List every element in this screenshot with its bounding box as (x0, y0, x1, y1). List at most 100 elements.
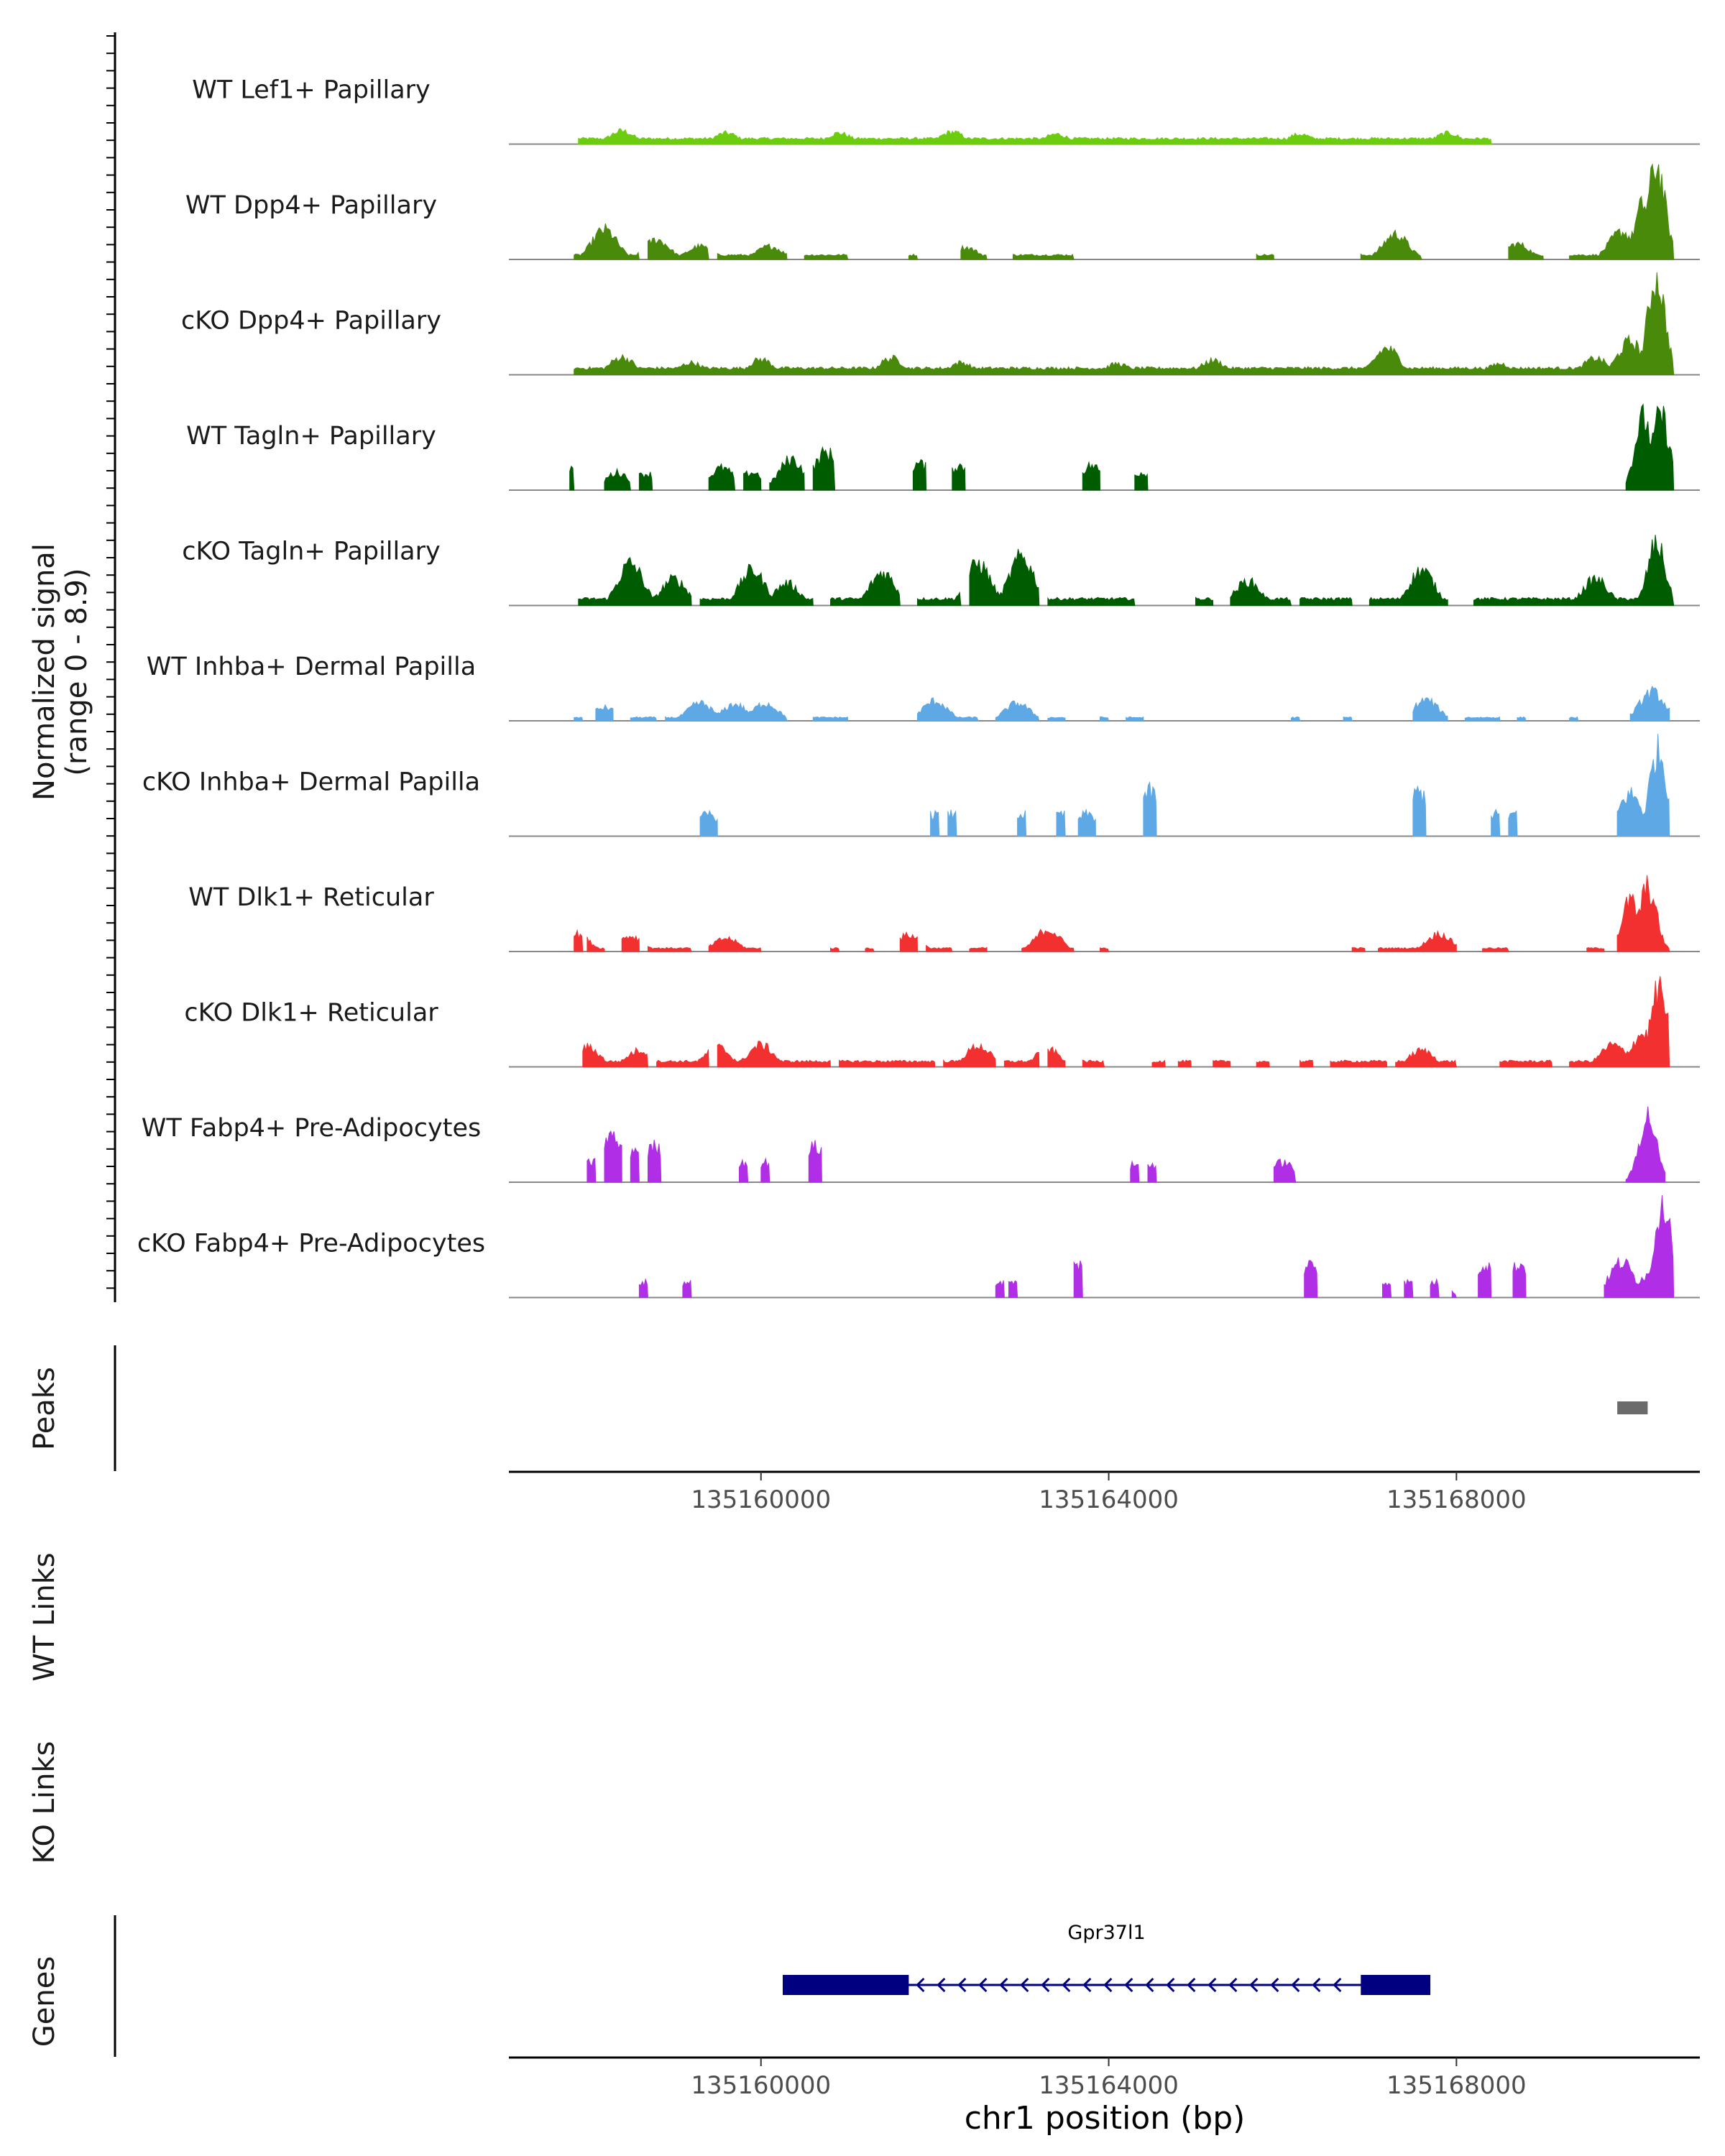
gene-strand-arrow (1333, 1977, 1342, 1993)
coverage-area (995, 700, 1040, 722)
coverage-track-label: WT Tagln+ Papillary (186, 422, 436, 451)
coverage-track: cKO Fabp4+ Pre-Adipocytes (137, 1194, 1700, 1299)
coverage-area (604, 467, 631, 491)
coverage-area (1047, 717, 1066, 722)
coverage-area (1491, 808, 1501, 837)
coverage-area (1151, 1059, 1166, 1067)
coverage-area (1082, 461, 1101, 491)
coverage-area (1073, 1260, 1083, 1298)
coverage-area (574, 272, 1675, 375)
coverage-area (1404, 1279, 1414, 1298)
coverage-area (648, 946, 692, 952)
coverage-track-label: WT Lef1+ Papillary (192, 76, 431, 105)
coverage-area (743, 470, 762, 491)
coverage-area (586, 1158, 597, 1183)
coverage-area (1343, 717, 1353, 722)
coverage-area (830, 947, 840, 952)
coverage-area (947, 809, 957, 837)
coverage-area (1017, 810, 1027, 837)
coverage-area (1412, 696, 1448, 722)
coverage-area (1382, 1282, 1392, 1298)
coverage-area (1512, 1262, 1527, 1298)
coverage-area (717, 243, 788, 260)
genomic-x-axis-bottom: 135160000 135164000 135168000 (509, 2056, 1700, 2100)
coverage-track: WT Dlk1+ Reticular (188, 875, 1700, 952)
coverage-area (908, 253, 919, 260)
genomic-x-axis-top: 135160000 135164000 135168000 (509, 1470, 1700, 1514)
coverage-track-label: cKO Fabp4+ Pre-Adipocytes (137, 1230, 485, 1258)
coverage-track-label: cKO Tagln+ Papillary (182, 538, 441, 566)
coverage-track: cKO Tagln+ Papillary (182, 535, 1700, 607)
coverage-y-axis (106, 32, 116, 1302)
coverage-area (1395, 1047, 1457, 1067)
coverage-area (648, 237, 709, 260)
gene-strand-arrow (916, 1977, 925, 1993)
coverage-area (1473, 535, 1675, 606)
coverage-area (912, 459, 927, 491)
x-axis-title: chr1 position (bp) (965, 2100, 1246, 2137)
coverage-area (812, 716, 849, 722)
coverage-area (1143, 780, 1157, 837)
x-axis-tick-label: 135168000 (1386, 1485, 1527, 1514)
coverage-area (739, 1158, 749, 1183)
x-axis-tick-label: 135168000 (1386, 2071, 1527, 2100)
x-axis-tick-label: 135164000 (1039, 1485, 1179, 1514)
gene-strand-arrow (937, 1977, 946, 1993)
coverage-area (1134, 471, 1149, 491)
gene-strand-arrow (1145, 1977, 1154, 1993)
coverage-area (1569, 716, 1579, 722)
coverage-track-label: cKO Inhba+ Dermal Papilla (142, 768, 480, 797)
coverage-area (1629, 685, 1670, 722)
peaks-track-label: Peaks (28, 1367, 61, 1450)
coverage-area (1368, 566, 1448, 606)
coverage-track: WT Fabp4+ Pre-Adipocytes (142, 1106, 1700, 1183)
coverage-y-axis-label: Normalized signal (28, 543, 61, 801)
coverage-area (1464, 716, 1501, 722)
coverage-area (1300, 1059, 1314, 1067)
wt-links-track-label: WT Links (28, 1552, 61, 1681)
coverage-area (1616, 875, 1670, 952)
coverage-area (1273, 1158, 1297, 1183)
x-axis-tick-label: 135164000 (1039, 2071, 1179, 2100)
gene-strand-arrow (978, 1977, 988, 1993)
coverage-area (760, 1157, 770, 1183)
coverage-area (1586, 946, 1605, 952)
coverage-area (1430, 1278, 1440, 1298)
gene-strand-arrow (1312, 1977, 1321, 1993)
coverage-area (1569, 163, 1675, 260)
coverage-area (630, 716, 658, 722)
coverage-area (699, 563, 814, 606)
gene-strand-arrow (1166, 1977, 1175, 1993)
coverage-area (1256, 253, 1274, 260)
coverage-track-label: cKO Dlk1+ Reticular (184, 999, 438, 1028)
coverage-area (1508, 810, 1518, 837)
coverage-area (1625, 1106, 1666, 1183)
coverage-area (952, 463, 966, 491)
coverage-area (1077, 808, 1096, 837)
coverage-area (1451, 1290, 1458, 1298)
coverage-area (665, 699, 788, 722)
gene-name-label: Gpr37l1 (1067, 1922, 1145, 1944)
coverage-area (1569, 976, 1670, 1067)
peak-region (1617, 1401, 1648, 1414)
coverage-area (1482, 946, 1509, 952)
coverage-area (839, 1059, 936, 1067)
coverage-area (1008, 1280, 1018, 1298)
coverage-area (769, 455, 805, 491)
coverage-tracks: WT Lef1+ Papillary WT Dpp4+ Papillary cKO … (137, 76, 1700, 1299)
coverage-area (830, 570, 901, 606)
gene-exon (782, 1975, 909, 1995)
coverage-track: WT Dpp4+ Papillary (185, 163, 1700, 260)
coverage-track: cKO Dpp4+ Papillary (181, 272, 1700, 376)
coverage-area (1056, 810, 1066, 837)
coverage-area (1147, 1162, 1157, 1183)
coverage-area (1047, 1046, 1066, 1067)
coverage-track: WT Inhba+ Dermal Papilla (147, 653, 1700, 722)
coverage-area (1478, 1262, 1492, 1298)
coverage-area (1213, 1059, 1231, 1067)
coverage-area (969, 946, 988, 952)
coverage-track-label: WT Inhba+ Dermal Papilla (147, 653, 476, 681)
coverage-area (1082, 1059, 1105, 1067)
coverage-area (1351, 946, 1366, 952)
